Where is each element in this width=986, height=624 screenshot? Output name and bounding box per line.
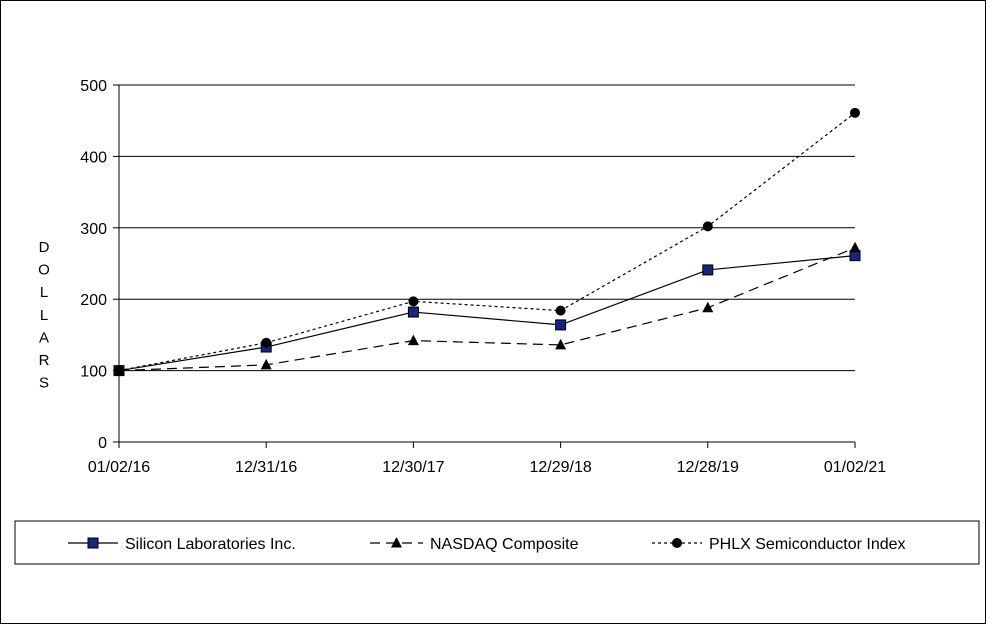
y-tick-label: 300 xyxy=(80,221,107,238)
y-tick-label: 200 xyxy=(80,292,107,309)
data-point xyxy=(261,337,272,348)
series-line xyxy=(118,112,856,372)
legend-label: PHLX Semiconductor Index xyxy=(709,536,906,553)
y-tick-label: 100 xyxy=(80,364,107,381)
data-point xyxy=(849,241,861,253)
legend-marker xyxy=(391,537,402,548)
data-point xyxy=(850,107,860,118)
data-point xyxy=(407,306,419,318)
data-point xyxy=(702,264,714,276)
gridlines xyxy=(119,84,855,372)
x-tick-label: 01/02/21 xyxy=(824,459,886,476)
x-tick-label: 12/31/16 xyxy=(235,459,297,476)
series-1 xyxy=(113,241,861,376)
y-axis-label-letter: A xyxy=(39,329,49,346)
series-0 xyxy=(113,250,861,377)
data-point xyxy=(702,301,714,313)
legend-label: NASDAQ Composite xyxy=(430,536,579,553)
legend: Silicon Laboratories Inc. NASDAQ Composit… xyxy=(14,520,980,565)
y-axis-label-letter: S xyxy=(39,375,49,392)
y-axis-label-letter: O xyxy=(38,262,50,279)
data-point xyxy=(555,338,567,350)
data-point xyxy=(555,305,566,316)
x-tick-label: 01/02/16 xyxy=(88,459,150,476)
x-tick-label: 12/29/18 xyxy=(529,459,591,476)
series-line xyxy=(118,255,856,372)
y-tick-label: 500 xyxy=(80,78,107,95)
data-point xyxy=(114,365,124,376)
legend-item-2: PHLX Semiconductor Index xyxy=(652,536,906,553)
data-point xyxy=(408,296,419,307)
x-tick-label: 12/28/19 xyxy=(677,459,739,476)
x-tick-labels: 01/02/16 12/31/16 12/30/17 12/29/18 12/28/19… xyxy=(88,459,886,476)
legend-box xyxy=(14,520,980,565)
data-point xyxy=(407,334,419,346)
series-line xyxy=(118,247,856,372)
x-tick-label: 12/30/17 xyxy=(382,459,444,476)
data-point xyxy=(260,358,272,370)
legend-item-0: Silicon Laboratories Inc. xyxy=(68,536,296,553)
y-tick-label: 400 xyxy=(80,149,107,166)
y-axis-label-letter: L xyxy=(40,284,48,301)
y-tick-label: 0 xyxy=(98,435,107,452)
series-group xyxy=(113,107,861,377)
y-tick-labels: 0 100 200 300 400 500 xyxy=(80,78,107,452)
legend-label: Silicon Laboratories Inc. xyxy=(125,536,296,553)
y-axis-label-letter: R xyxy=(39,352,50,369)
y-axis-label-letter: D xyxy=(39,239,50,256)
legend-marker xyxy=(87,537,99,549)
data-point xyxy=(555,319,567,331)
series-2 xyxy=(114,107,860,376)
y-axis-label-letter: L xyxy=(40,307,48,324)
legend-item-1: NASDAQ Composite xyxy=(370,536,579,553)
legend-marker xyxy=(672,538,682,548)
data-point xyxy=(702,221,713,232)
